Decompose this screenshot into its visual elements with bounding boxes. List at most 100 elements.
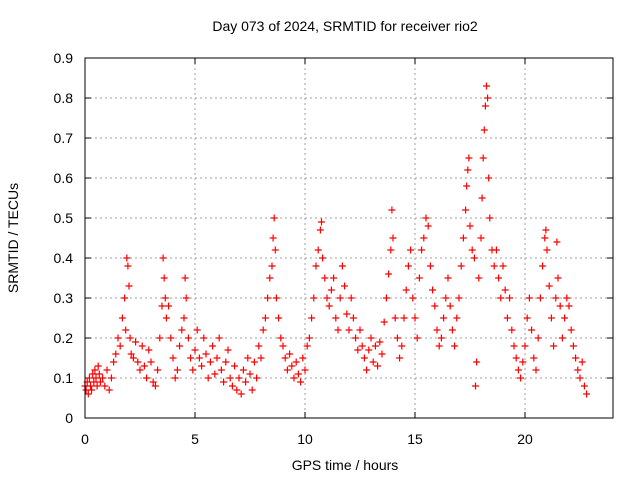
data-point — [484, 94, 492, 102]
data-point — [323, 294, 331, 302]
data-point — [136, 366, 144, 374]
data-point — [481, 102, 489, 110]
data-point — [250, 358, 258, 366]
data-point — [189, 366, 197, 374]
data-point — [264, 294, 272, 302]
data-point — [198, 362, 206, 370]
data-point — [561, 314, 569, 322]
data-point — [118, 314, 126, 322]
data-point — [187, 354, 195, 362]
data-point — [444, 274, 452, 282]
data-point — [224, 346, 232, 354]
data-point — [314, 246, 322, 254]
data-point — [182, 294, 190, 302]
data-point — [334, 326, 342, 334]
data-point — [281, 354, 289, 362]
data-point — [465, 154, 473, 162]
data-point — [413, 334, 421, 342]
data-point — [490, 262, 498, 270]
data-point — [92, 374, 100, 382]
data-point — [517, 374, 525, 382]
y-tick-label: 0.5 — [54, 210, 74, 226]
data-point — [349, 314, 357, 322]
data-point — [122, 326, 130, 334]
tick-labels: 0 0.1 0.2 0.3 0.4 0.5 0.6 0.7 0.8 0.9 0 5 10 15 20 — [54, 50, 533, 447]
data-point — [503, 314, 511, 322]
data-point — [301, 366, 309, 374]
data-point — [206, 358, 214, 366]
data-point — [391, 314, 399, 322]
data-point — [483, 82, 490, 90]
data-point — [374, 362, 382, 370]
data-point — [528, 326, 536, 334]
data-point — [536, 294, 544, 302]
data-point — [583, 390, 591, 398]
data-point — [457, 262, 465, 270]
data-point — [279, 342, 287, 350]
data-point — [160, 274, 168, 282]
data-point — [574, 366, 582, 374]
data-point — [107, 374, 115, 382]
data-point — [480, 126, 488, 134]
data-point — [297, 378, 305, 386]
data-point — [572, 354, 580, 362]
data-point — [552, 294, 560, 302]
data-point — [478, 194, 486, 202]
data-point — [420, 234, 428, 242]
data-point — [244, 354, 252, 362]
data-point — [453, 314, 461, 322]
data-point — [345, 326, 353, 334]
data-point — [429, 286, 437, 294]
data-point — [495, 274, 503, 282]
x-tick-label: 20 — [517, 431, 533, 447]
data-point — [464, 166, 472, 174]
data-point — [556, 302, 564, 310]
data-point — [171, 374, 179, 382]
data-point — [393, 334, 401, 342]
data-point — [202, 350, 210, 358]
data-point — [473, 358, 481, 366]
data-point — [95, 370, 103, 378]
data-point — [319, 254, 327, 262]
data-point — [103, 366, 111, 374]
data-point — [129, 354, 137, 362]
data-point — [442, 294, 450, 302]
data-point — [451, 342, 459, 350]
data-point — [470, 254, 478, 262]
data-point — [506, 294, 514, 302]
data-point — [435, 342, 443, 350]
data-point — [248, 386, 256, 394]
data-point — [200, 334, 208, 342]
data-point — [431, 302, 439, 310]
data-points — [81, 82, 591, 398]
plot-frame — [84, 57, 614, 419]
data-point — [165, 302, 173, 310]
data-point — [211, 370, 219, 378]
data-point — [191, 346, 199, 354]
data-point — [477, 234, 485, 242]
data-point — [121, 294, 129, 302]
data-point — [424, 222, 432, 230]
y-tick-label: 0.9 — [54, 50, 74, 66]
data-point — [204, 374, 212, 382]
data-point — [514, 366, 522, 374]
x-tick-label: 0 — [81, 431, 89, 447]
data-point — [534, 334, 542, 342]
data-point — [422, 214, 430, 222]
x-tick-label: 10 — [297, 431, 313, 447]
data-point — [255, 342, 263, 350]
data-point — [159, 254, 167, 262]
data-point — [402, 286, 410, 294]
data-point — [569, 342, 577, 350]
data-point — [466, 222, 474, 230]
data-point — [105, 386, 113, 394]
data-point — [209, 342, 217, 350]
data-point — [85, 374, 93, 382]
data-point — [299, 354, 307, 362]
data-point — [463, 182, 471, 190]
data-point — [539, 262, 547, 270]
data-point — [341, 282, 349, 290]
data-point — [387, 246, 395, 254]
y-tick-label: 0.1 — [54, 370, 74, 386]
